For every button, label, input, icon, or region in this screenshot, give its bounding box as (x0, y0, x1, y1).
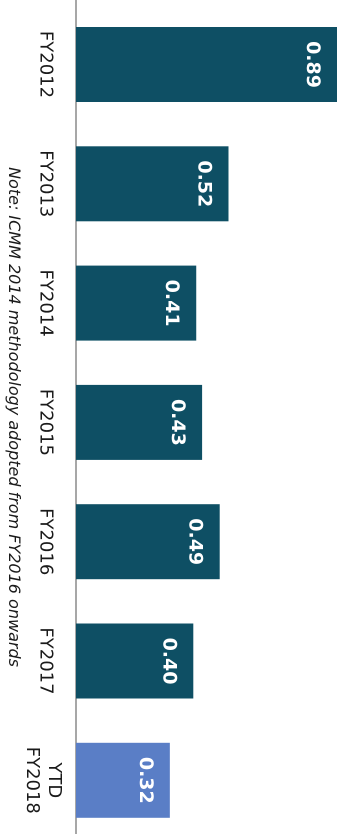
category-label-4: FY2016 (36, 508, 57, 575)
category-label-5: FY2017 (36, 627, 57, 694)
category-label-1: FY2013 (36, 150, 57, 217)
labels: 0.89 FY2012 0.52 FY2013 0.41 FY2014 0.43 FY2015… (22, 31, 324, 814)
bar-value-label-1: 0.52 (193, 160, 215, 207)
category-label-line: FY2018 (22, 747, 43, 814)
category-label-0: FY2012 (36, 31, 57, 98)
category-label-2: FY2014 (36, 270, 57, 337)
category-label-6: YTDFY2018 (22, 747, 65, 814)
bar-value-label-5: 0.40 (158, 638, 180, 685)
bar-6 (76, 742, 170, 818)
category-label-line: YTD (44, 761, 65, 798)
bar-0 (76, 27, 337, 102)
bar-value-label-4: 0.49 (185, 518, 207, 565)
bar-1 (76, 146, 229, 222)
category-label-3: FY2015 (36, 389, 57, 456)
bar-value-label-2: 0.41 (161, 280, 183, 327)
bars (76, 27, 337, 818)
bar-3 (76, 384, 203, 460)
bar-2 (76, 265, 197, 341)
bar-5 (76, 623, 194, 699)
bar-value-label-6: 0.32 (135, 757, 157, 804)
bar-value-label-0: 0.89 (302, 41, 324, 88)
bar-4 (76, 504, 220, 580)
chart-note: Note: ICMM 2014 methodology adopted from… (5, 167, 24, 667)
bar-value-label-3: 0.43 (167, 399, 189, 446)
